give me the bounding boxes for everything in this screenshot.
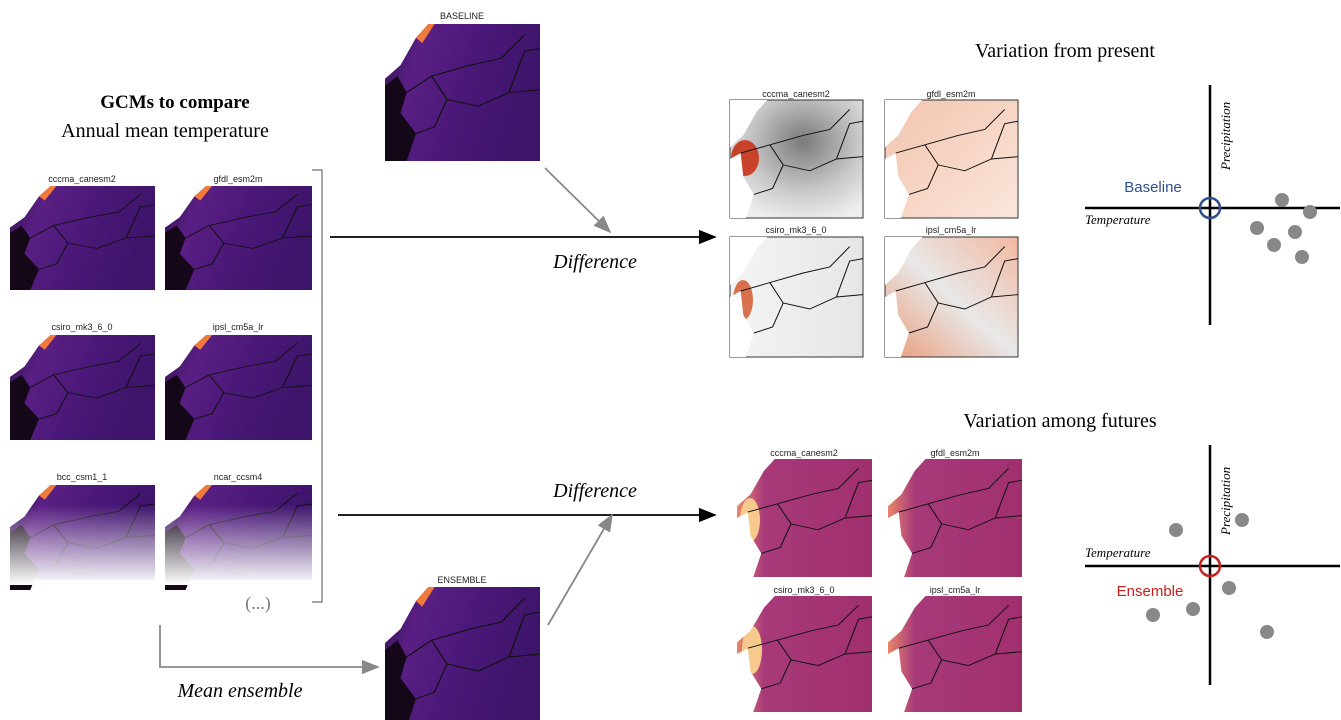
arrow <box>545 168 610 232</box>
dot <box>1295 250 1309 264</box>
arrow <box>548 515 612 625</box>
map-label: cccma_canesm2 <box>48 174 116 184</box>
diagram: GCMs to compare Annual mean temperature … <box>0 0 1341 720</box>
dot <box>1186 602 1200 616</box>
dot <box>1235 513 1249 527</box>
dot <box>1260 625 1274 639</box>
dot <box>1288 225 1302 239</box>
ensemble-label: ENSEMBLE <box>437 575 486 585</box>
arrow <box>160 625 378 667</box>
baseline-label: BASELINE <box>440 11 484 21</box>
point-label: Baseline <box>1124 179 1182 196</box>
map-label: bcc_csm1_1 <box>57 472 108 482</box>
dot <box>1267 238 1281 252</box>
section-title: Variation from present <box>975 40 1155 62</box>
map-label: csiro_mk3_6_0 <box>765 225 826 235</box>
map-label: ipsl_cm5a_lr <box>926 225 977 235</box>
left-maps: cccma_canesm2 gfdl_esm2m csiro_mk3_6_0 i… <box>5 174 317 590</box>
map-label: cccma_canesm2 <box>762 89 830 99</box>
map-label: cccma_canesm2 <box>770 448 838 458</box>
map-label: ipsl_cm5a_lr <box>930 585 981 595</box>
map-label: gfdl_esm2m <box>213 174 262 184</box>
map-label: csiro_mk3_6_0 <box>51 322 112 332</box>
fade <box>5 505 317 585</box>
map-label: ipsl_cm5a_lr <box>213 322 264 332</box>
left-title: GCMs to compare <box>100 92 250 113</box>
arrow-label: Mean ensemble <box>177 680 303 702</box>
section-title: Variation among futures <box>963 410 1156 432</box>
futures-maps: cccma_canesm2 gfdl_esm2m csiro_mk3_6_0 i… <box>737 448 1022 712</box>
point-label: Ensemble <box>1117 583 1184 600</box>
dot <box>1303 205 1317 219</box>
present-scatter: Temperature Precipitation Baseline <box>1085 85 1340 325</box>
map-label: ncar_ccsm4 <box>214 472 263 482</box>
present-maps: cccma_canesm2 gfdl_esm2m csiro_mk3_6_0 i… <box>730 89 1018 357</box>
dot <box>1169 523 1183 537</box>
dot <box>1250 221 1264 235</box>
map-label: csiro_mk3_6_0 <box>773 585 834 595</box>
page: {"left":{"title":"GCMs to compare","subt… <box>0 0 1341 720</box>
map-label: gfdl_esm2m <box>926 89 975 99</box>
ellipsis: (...) <box>245 593 271 614</box>
y-axis-label: Precipitation <box>1218 102 1233 171</box>
arrow-label: Difference <box>552 251 637 273</box>
map-label: gfdl_esm2m <box>930 448 979 458</box>
dot <box>1275 193 1289 207</box>
y-axis-label: Precipitation <box>1218 467 1233 536</box>
left-subtitle: Annual mean temperature <box>61 120 269 142</box>
x-axis-label: Temperature <box>1085 212 1151 227</box>
arrow-label: Difference <box>552 480 637 502</box>
dot <box>1222 581 1236 595</box>
dot <box>1146 608 1160 622</box>
futures-scatter: Temperature Precipitation Ensemble <box>1085 445 1340 685</box>
x-axis-label: Temperature <box>1085 545 1151 560</box>
